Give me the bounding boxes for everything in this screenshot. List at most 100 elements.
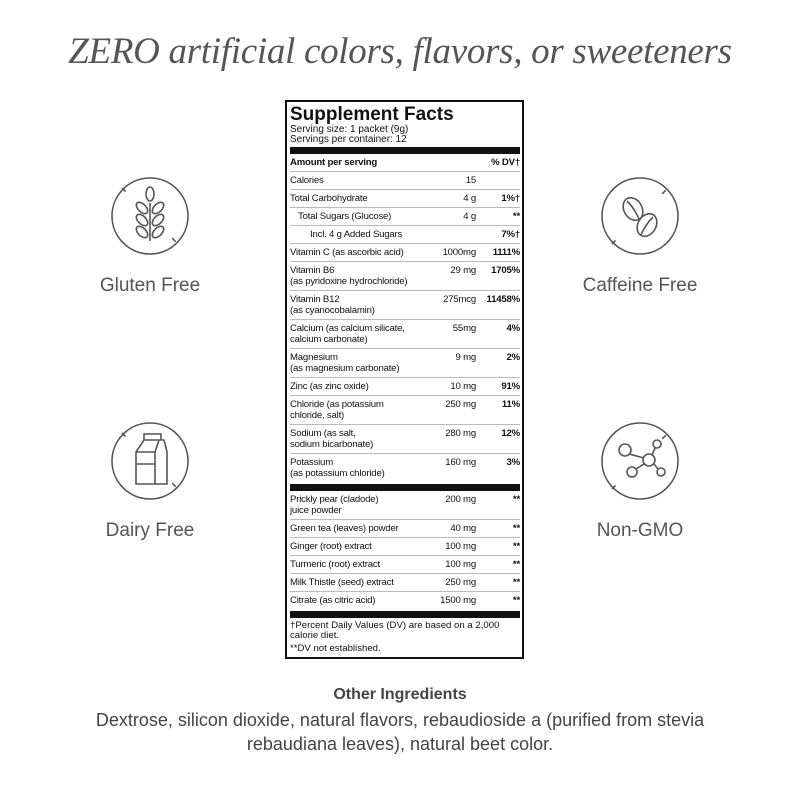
non-gmo-label: Non-GMO (596, 520, 684, 541)
nutrient-name: Zinc (as zinc oxide) (290, 381, 369, 392)
caffeine-free-badge: Caffeine Free (540, 175, 740, 297)
nutrient-name: Ginger (root) extract (290, 541, 372, 552)
nutrient-dv: ** (512, 494, 520, 505)
nutrient-amount: 160 mg (445, 457, 476, 468)
nutrient-amount: 100 mg (445, 559, 476, 570)
nutrient-name: Turmeric (root) extract (290, 559, 380, 570)
facts-row: Ginger (root) extract 100 mg ** (290, 538, 520, 556)
nutrient-name: Vitamin C (as ascorbic acid) (290, 247, 404, 258)
facts-row: Turmeric (root) extract 100 mg ** (290, 556, 520, 574)
nutrient-amount: 250 mg (445, 399, 476, 410)
nutrient-dv: 11458% (486, 294, 521, 305)
facts-row: Chloride (as potassium chloride, salt) 25… (290, 396, 520, 425)
nutrient-name: Magnesium (as magnesium carbonate) (290, 352, 400, 374)
caffeine-free-label: Caffeine Free (582, 275, 698, 296)
nutrient-amount: 55mg (452, 323, 476, 334)
nutrient-dv: ** (512, 211, 520, 222)
nutrient-dv: 1111% (492, 247, 520, 258)
nutrient-amount: 280 mg (445, 428, 476, 439)
nutrient-name: Green tea (leaves) powder (290, 523, 399, 534)
serving-size: Serving size: 1 packet (9g) (290, 124, 409, 135)
facts-row: Magnesium (as magnesium carbonate) 9 mg 2% (290, 349, 520, 378)
facts-row: Green tea (leaves) powder 40 mg ** (290, 520, 520, 538)
nutrient-name: Citrate (as citric acid) (290, 595, 376, 606)
facts-header-row: Amount per serving % DV† (290, 154, 520, 172)
facts-row: Potassium (as potassium chloride) 160 mg 3… (290, 454, 520, 482)
coffee-bean-crossed-icon (601, 177, 679, 255)
wheat-crossed-icon (111, 177, 189, 255)
milk-carton-crossed-icon (111, 422, 189, 500)
facts-row: Zinc (as zinc oxide) 10 mg 91% (290, 378, 520, 396)
nutrient-amount: 40 mg (450, 523, 476, 534)
nutrient-amount: 100 mg (445, 541, 476, 552)
non-gmo-badge: Non-GMO (540, 420, 740, 542)
facts-row: Calcium (as calcium silicate, calcium ca… (290, 320, 520, 349)
facts-row: Sodium (as salt, sodium bicarbonate) 280 … (290, 425, 520, 454)
nutrient-amount: 15 (465, 175, 476, 186)
nutrient-dv: ** (512, 577, 520, 588)
nutrient-dv: 11% (501, 399, 520, 410)
nutrient-amount: 4 g (463, 193, 476, 204)
divider-bar (290, 611, 520, 618)
supplement-facts-panel: Supplement Facts Serving size: 1 packet … (285, 100, 524, 659)
nutrient-dv: 91% (501, 381, 520, 392)
facts-row: Calories 15 (290, 172, 520, 190)
nutrient-name: Potassium (as potassium chloride) (290, 457, 385, 479)
nutrient-dv: 4% (506, 323, 521, 334)
nutrient-dv: ** (512, 541, 520, 552)
nutrient-amount: 250 mg (445, 577, 476, 588)
facts-row: Total Carbohydrate 4 g 1%† (290, 190, 520, 208)
nutrient-name: Vitamin B12 (as cyanocobalamin) (290, 294, 375, 316)
nutrient-name: Prickly pear (cladode) juice powder (290, 494, 379, 516)
nutrient-amount: 200 mg (445, 494, 476, 505)
nutrient-amount: 1000mg (442, 247, 477, 258)
facts-row: Incl. 4 g Added Sugars 7%† (290, 226, 520, 244)
other-ingredients-heading: Other Ingredients (333, 686, 467, 703)
dairy-free-label: Dairy Free (105, 520, 195, 541)
gluten-free-badge: Gluten Free (50, 175, 250, 297)
nutrient-dv: 1705% (491, 265, 520, 276)
nutrient-name: Vitamin B6 (as pyridoxine hydrochloride) (290, 265, 408, 287)
gluten-free-label: Gluten Free (99, 275, 201, 296)
other-ingredients: Other Ingredients Dextrose, silicon diox… (0, 686, 800, 756)
other-ingredients-text: Dextrose, silicon dioxide, natural flavo… (95, 710, 705, 754)
footnote-not-established: **DV not established. (290, 643, 381, 654)
nutrient-name: Chloride (as potassium chloride, salt) (290, 399, 384, 421)
servings-per-container: Servings per container: 12 (290, 134, 407, 145)
dv-heading: % DV† (491, 157, 520, 168)
nutrient-dv: 3% (506, 457, 521, 468)
facts-row: Vitamin B6 (as pyridoxine hydrochloride)… (290, 262, 520, 291)
nutrient-name: Calcium (as calcium silicate, calcium ca… (290, 323, 405, 345)
molecule-crossed-icon (601, 422, 679, 500)
divider-bar (290, 484, 520, 491)
nutrient-dv: 2% (506, 352, 521, 363)
amount-per-serving-heading: Amount per serving (290, 157, 378, 168)
nutrient-amount: 4 g (463, 211, 476, 222)
facts-title: Supplement Facts (290, 104, 454, 125)
nutrient-amount: 9 mg (455, 352, 476, 363)
nutrient-name: Milk Thistle (seed) extract (290, 577, 394, 588)
nutrient-amount: 29 mg (450, 265, 476, 276)
facts-row: Milk Thistle (seed) extract 250 mg ** (290, 574, 520, 592)
divider-bar (290, 147, 520, 154)
nutrient-dv: 7%† (501, 229, 520, 240)
nutrient-name: Total Sugars (Glucose) (298, 211, 392, 222)
facts-row: Citrate (as citric acid) 1500 mg ** (290, 592, 520, 609)
nutrient-dv: ** (512, 523, 520, 534)
nutrient-name: Total Carbohydrate (290, 193, 368, 204)
facts-row: Total Sugars (Glucose) 4 g ** (290, 208, 520, 226)
nutrient-amount: 1500 mg (440, 595, 476, 606)
facts-row: Vitamin C (as ascorbic acid) 1000mg 1111% (290, 244, 520, 262)
facts-row: Prickly pear (cladode) juice powder 200 m… (290, 491, 520, 520)
nutrient-dv: ** (512, 595, 520, 606)
nutrient-name: Incl. 4 g Added Sugars (310, 229, 403, 240)
nutrient-name: Calories (290, 175, 324, 186)
facts-row: Vitamin B12 (as cyanocobalamin) 275mcg 114… (290, 291, 520, 320)
nutrient-amount: 10 mg (450, 381, 476, 392)
nutrient-amount: 275mcg (443, 294, 476, 305)
nutrient-name: Sodium (as salt, sodium bicarbonate) (290, 428, 374, 450)
nutrient-dv: 1%† (501, 193, 520, 204)
headline: ZERO artificial colors, flavors, or swee… (68, 31, 732, 72)
dairy-free-badge: Dairy Free (50, 420, 250, 542)
nutrient-rows: Calories 15 Total Carbohydrate 4 g 1%† Total … (290, 172, 520, 482)
